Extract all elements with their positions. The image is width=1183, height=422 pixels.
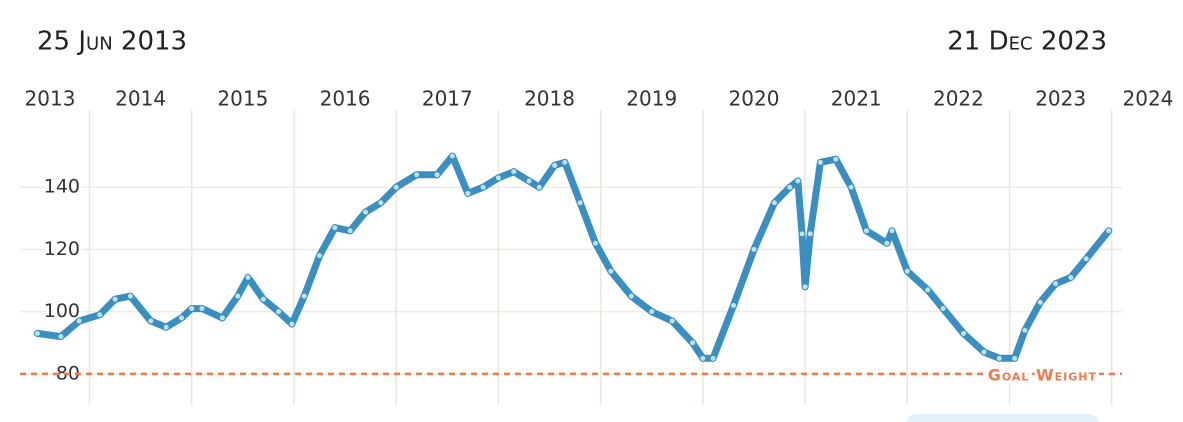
weight-point [377,199,385,207]
y-tick-label: 140 [44,176,80,198]
x-tick-label: 2014 [115,87,166,111]
weight-point [832,155,840,163]
weight-point [939,305,947,313]
weight-point [816,158,824,166]
weight-point [413,171,421,179]
weight-point [648,308,656,316]
weight-point [561,158,569,166]
weight-point [362,208,370,216]
weight-point [244,273,252,281]
weight-point [147,317,155,325]
weight-point [126,292,134,300]
x-tick-label: 2022 [933,87,984,111]
weight-point [331,224,339,232]
weight-point [162,323,170,331]
weight-point [448,152,456,160]
weight-point [888,227,896,235]
weight-point [980,348,988,356]
weight-point [903,267,911,275]
weight-point [288,320,296,328]
x-tick-label: 2020 [729,87,780,111]
weight-point [862,227,870,235]
x-tick-label: 2016 [320,87,371,111]
y-tick-label: 120 [44,238,80,260]
weight-point [730,301,738,309]
weight-point [57,333,65,341]
weight-point [1036,298,1044,306]
weight-point [479,183,487,191]
weight-point [234,292,242,300]
weight-point [576,199,584,207]
start-date: 25 Jun 2013 [37,27,187,57]
weight-point [801,283,809,291]
weight-point [535,183,543,191]
x-tick-label: 2017 [422,87,473,111]
goal-label: Goal Weight [988,365,1097,384]
weight-point [551,161,559,169]
weight-point [883,239,891,247]
weight-point [709,354,717,362]
weight-point [1021,326,1029,334]
y-tick-label: 100 [44,300,80,322]
weight-point [960,329,968,337]
weight-point [33,329,41,337]
weight-point [111,295,119,303]
weight-point [510,168,518,176]
x-tick-label: 2015 [217,87,268,111]
end-date: 21 Dec 2023 [947,27,1107,57]
weight-point [178,314,186,322]
x-tick-label: 2023 [1035,87,1086,111]
weight-point [794,177,802,185]
weight-point [592,239,600,247]
weight-point [750,245,758,253]
weight-point [494,174,502,182]
weight-point [689,339,697,347]
weight-point [995,354,1003,362]
weight-point [433,171,441,179]
weight-point [525,177,533,185]
weight-point [607,267,615,275]
weight-point [699,354,707,362]
plot-area [20,125,1122,405]
weight-point [1011,354,1019,362]
weight-point [188,305,196,313]
weight-point [668,317,676,325]
weight-point [464,189,472,197]
x-tick-label: 2018 [524,87,575,111]
weight-point [198,305,206,313]
weight-point [770,199,778,207]
weight-point [275,308,283,316]
weight-point [346,227,354,235]
weight-point [924,286,932,294]
weight-point [218,314,226,322]
weight-point [786,183,794,191]
x-tick-label: 2019 [626,87,677,111]
weight-point [1105,227,1113,235]
x-tick-label: 2013 [25,87,76,111]
weight-point [259,295,267,303]
weight-point [75,317,83,325]
weight-point [1052,280,1060,288]
weight-point [316,252,324,260]
bottom-button[interactable] [905,414,1100,422]
weight-point [798,230,806,238]
weight-point [806,230,814,238]
weight-point [847,183,855,191]
weight-point [96,311,104,319]
weight-point [300,292,308,300]
weight-point [1067,273,1075,281]
weight-point [627,292,635,300]
x-tick-label: 2021 [831,87,882,111]
x-tick-label: 2024 [1123,87,1174,111]
weight-point [1082,255,1090,263]
weight-point [392,183,400,191]
